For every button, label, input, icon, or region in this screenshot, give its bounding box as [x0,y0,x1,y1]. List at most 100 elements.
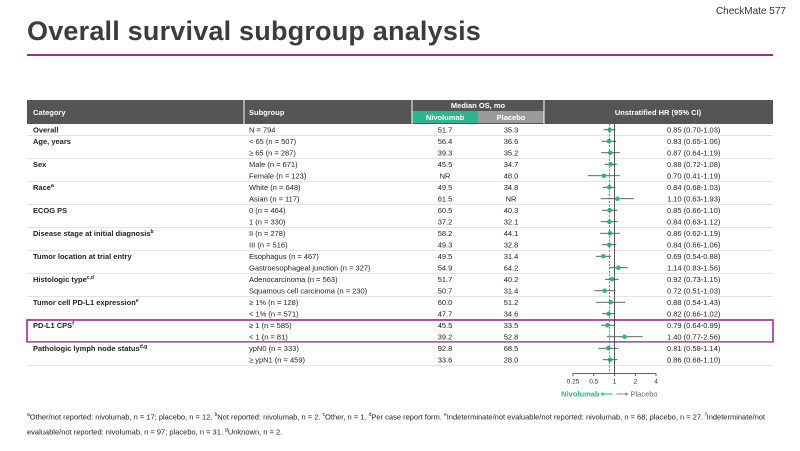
hr-ci-text: 0.70 (0.41-1.19) [667,171,721,180]
category-label: Racea [33,183,54,192]
footnote-marker: f [705,412,707,418]
hr-point [602,288,607,294]
hr-point [622,334,627,340]
placebo-median-os: 40.3 [504,206,519,215]
subgroup-label: White (n = 648) [249,183,301,192]
nivolumab-median-os: 37.2 [438,217,453,226]
category-label: Histologic typec,d [33,275,94,284]
nivolumab-median-os: NR [440,171,451,180]
footnote: aOther/not reported: nivolumab, n = 17; … [27,409,773,438]
placebo-median-os: 34.7 [504,160,519,169]
category-label: Age, years [33,137,71,146]
footnote-marker: f [72,321,74,327]
hr-ci-text: 0.86 (0.68-1.10) [667,355,721,364]
footnote-marker: a [27,412,30,418]
nivolumab-median-os: 45.5 [438,321,453,330]
footnote-text: Other/not reported: nivolumab, n = 17; p… [29,412,215,422]
hr-ci-text: 0.72 (0.51-1.03) [667,286,721,295]
nivolumab-median-os: 39.3 [438,148,453,157]
x-tick-label: 2 [633,379,637,386]
hr-ci-text: 0.79 (0.64-0.99) [667,321,721,330]
table-header-band [27,100,773,124]
category-label: Tumor location at trial entry [33,252,132,261]
favors-nivolumab-label: Nivolumab [561,390,600,399]
nivolumab-median-os: 49.3 [438,240,453,249]
footnote-text: Other, n = 1. [325,412,369,422]
nivolumab-median-os: 51.7 [438,125,453,134]
placebo-median-os: 51.2 [504,298,519,307]
hr-ci-text: 0.83 (0.65-1.06) [667,137,721,146]
footnote-marker: b [214,412,218,418]
nivolumab-median-os: 33.6 [438,355,453,364]
hr-point [608,299,613,305]
footnote-marker: d [368,412,372,418]
placebo-median-os: 32.1 [504,217,519,226]
subgroup-label: < 1% (n = 571) [249,309,299,318]
nivolumab-median-os: 92.8 [438,344,453,353]
subgroup-label: II (n = 278) [249,229,286,238]
hr-ci-text: 0.86 (0.62-1.19) [667,229,721,238]
placebo-median-os: 35.3 [504,125,519,134]
category-label: Overall [33,125,58,134]
hr-point [607,127,612,133]
placebo-median-os: 31.4 [504,252,519,261]
placebo-median-os: 32.8 [504,240,519,249]
placebo-median-os: 31.4 [504,286,519,295]
footnote-text: Not reported: nivolumab, n = 2. [217,412,323,422]
hr-point [608,161,613,167]
hr-ci-text: 1.10 (0.63-1.93) [667,194,721,203]
placebo-median-os: 68.5 [504,344,519,353]
category-label: Tumor cell PD-L1 expressione [33,298,139,307]
hr-ci-text: 1.40 (0.77-2.56) [667,332,721,341]
hr-point [608,150,613,156]
placebo-median-os: 44.1 [504,229,519,238]
footnote-text: Indeterminate/not evaluable/not reported… [27,412,765,437]
placebo-median-os: 52.8 [504,332,519,341]
hr-ci-text: 0.84 (0.63-1.12) [667,217,721,226]
subgroup-label: Adenocarcinoma (n = 563) [249,275,338,284]
nivolumab-median-os: 45.5 [438,160,453,169]
hr-point [605,322,610,328]
placebo-median-os: 34.6 [504,309,519,318]
placebo-median-os: NR [506,194,517,203]
footnote-marker: c,d [87,275,94,281]
nivolumab-median-os: 58.2 [438,229,453,238]
hr-ci-text: 0.84 (0.68-1.03) [667,183,721,192]
hr-point [607,230,613,236]
hr-ci-text: 0.88 (0.72-1.08) [667,160,721,169]
hr-point [609,276,615,282]
subgroup-label: 1 (n = 330) [249,217,286,226]
subgroup-label: < 65 (n = 507) [249,137,297,146]
favors-placebo-label: Placebo [631,390,658,399]
hr-ci-text: 0.69 (0.54-0.88) [667,252,721,261]
highlight-box [26,319,774,343]
footnote-marker: c [322,412,326,418]
hr-ci-text: 0.85 (0.70-1.03) [667,125,721,134]
footnote-marker: b [151,229,154,235]
subgroup-label: ≥ 1 (n = 585) [249,321,292,330]
hr-point [601,253,606,259]
x-tick-label: 1 [613,379,617,386]
hr-point [607,207,612,213]
nivolumab-median-os: 51.7 [438,275,453,284]
hr-ci-text: 0.85 (0.66-1.10) [667,206,721,215]
hr-point [606,184,612,190]
footnote-marker: e [443,412,447,418]
nivolumab-median-os: 49.5 [438,183,453,192]
subgroup-label: < 1 (n = 81) [249,332,288,341]
subgroup-label: Asian (n = 117) [249,194,300,203]
subgroup-label: ≥ 1% (n = 128) [249,298,299,307]
hr-ci-text: 0.81 (0.58-1.14) [667,344,721,353]
category-label: ECOG PS [33,206,67,215]
table-rows: Overall N = 794 51.7 35.3 0.85 (0.70-1.03) Ag… [26,125,774,366]
subgroup-label: Squamous cell carcinoma (n = 230) [249,286,368,295]
footnote-marker: g [225,426,228,433]
hr-point [607,357,613,363]
footnote-text: Unknown, n = 2. [227,427,283,436]
hr-point [615,196,620,202]
footnote-marker: a [51,183,54,189]
placebo-median-os: 64.2 [504,263,519,272]
placebo-median-os: 35.2 [504,148,519,157]
nivolumab-header-cell [412,111,478,123]
hr-point [606,138,612,144]
